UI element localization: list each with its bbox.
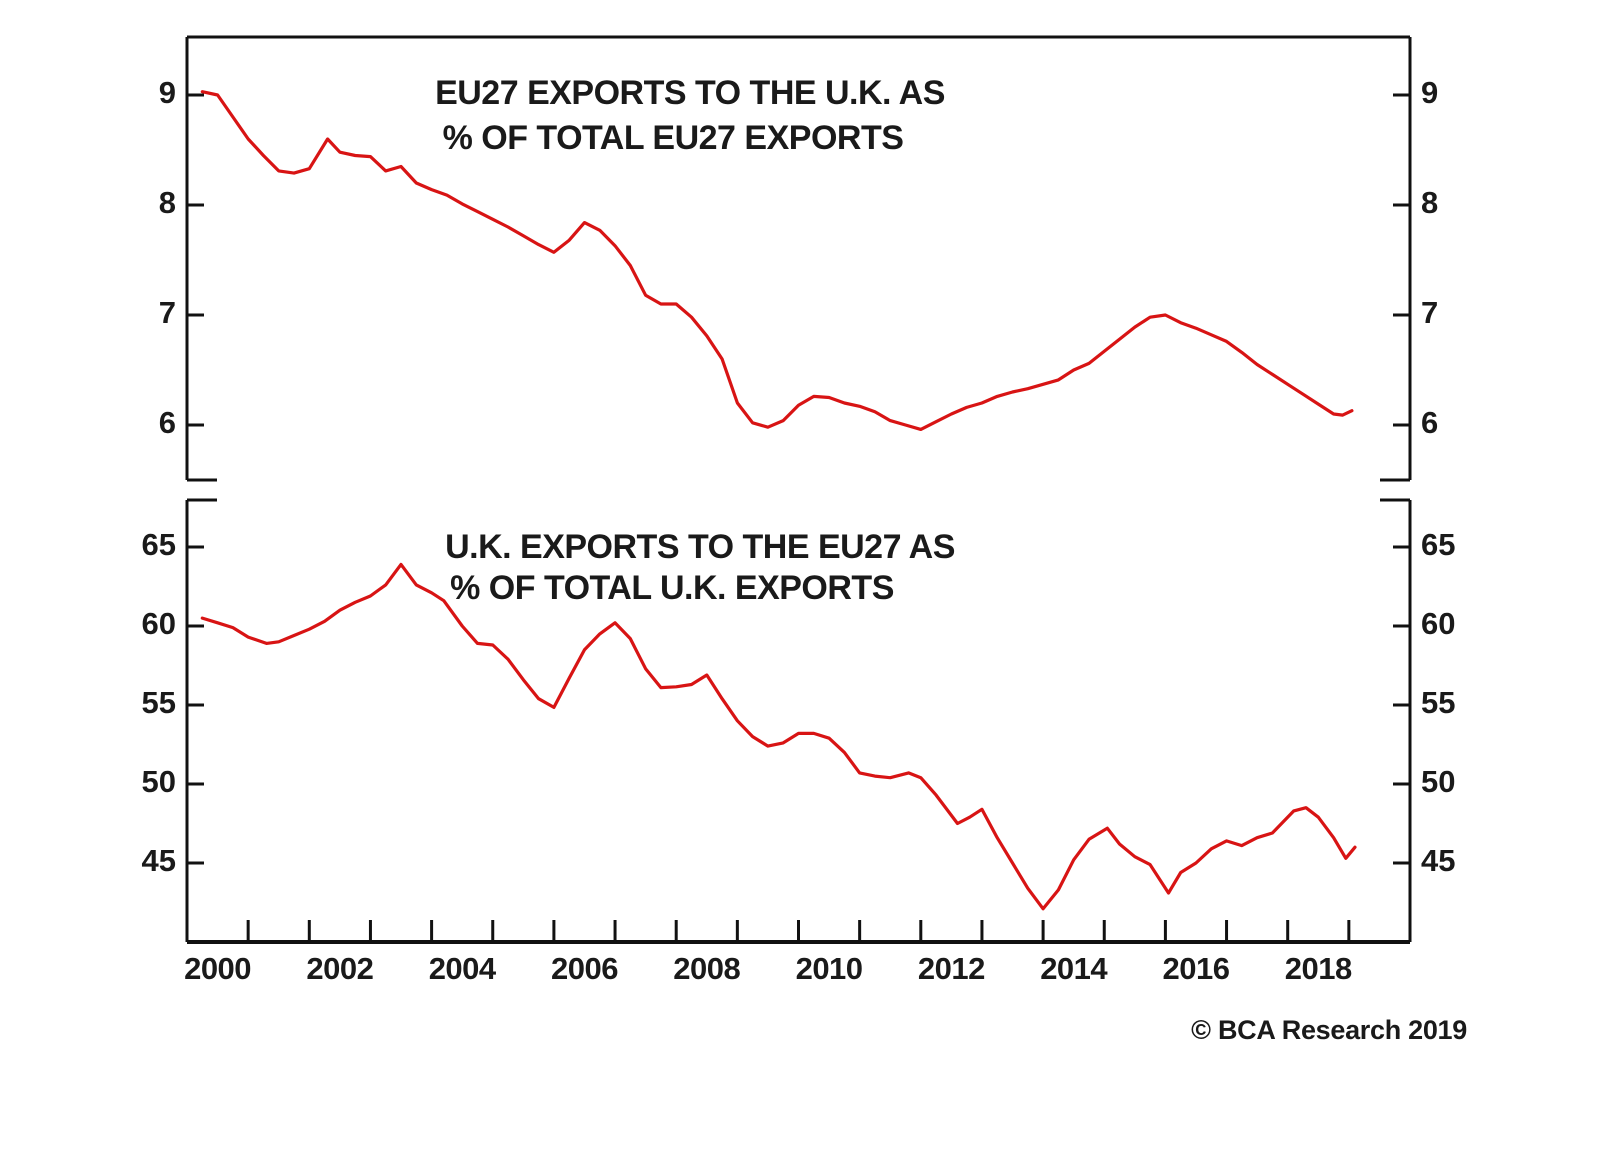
x-tick-label-2006: 2006 — [551, 951, 618, 986]
x-tick-label-2010: 2010 — [796, 951, 863, 986]
top-series-line — [200, 90, 1354, 431]
top-y-label-right-8: 8 — [1421, 185, 1438, 220]
top-y-label-left-6: 6 — [159, 405, 176, 440]
copyright-note: © BCA Research 2019 — [1191, 1015, 1467, 1045]
x-tick-label-2018: 2018 — [1285, 951, 1352, 986]
bottom-y-label-left-60: 60 — [142, 606, 176, 641]
top-y-label-right-9: 9 — [1421, 75, 1438, 110]
bottom-y-label-left-55: 55 — [142, 685, 176, 720]
bottom-y-label-right-65: 65 — [1421, 527, 1455, 562]
x-tick-label-2004: 2004 — [429, 951, 497, 986]
bottom-y-label-right-50: 50 — [1421, 764, 1455, 799]
top-y-label-left-7: 7 — [159, 295, 176, 330]
bottom-y-label-right-45: 45 — [1421, 843, 1455, 878]
bottom-y-label-left-50: 50 — [142, 764, 176, 799]
top-y-label-right-7: 7 — [1421, 295, 1438, 330]
top-y-label-left-8: 8 — [159, 185, 176, 220]
bottom-series-line — [200, 562, 1357, 911]
axes-frames — [185, 35, 1412, 944]
top-chart-title-line2: % OF TOTAL EU27 EXPORTS — [443, 119, 904, 157]
bottom-y-label-right-55: 55 — [1421, 685, 1455, 720]
x-tick-label-2002: 2002 — [306, 951, 373, 986]
x-tick-label-2012: 2012 — [918, 951, 985, 986]
x-tick-label-2008: 2008 — [673, 951, 740, 986]
x-tick-label-2016: 2016 — [1162, 951, 1229, 986]
bottom-y-label-left-45: 45 — [142, 843, 176, 878]
top-y-label-left-9: 9 — [159, 75, 176, 110]
bottom-chart-title-line1: U.K. EXPORTS TO THE EU27 AS — [445, 528, 955, 566]
bottom-y-label-left-65: 65 — [142, 527, 176, 562]
bottom-chart-title-line2: % OF TOTAL U.K. EXPORTS — [450, 569, 894, 607]
x-tick-label-2000: 2000 — [184, 951, 251, 986]
top-y-label-right-6: 6 — [1421, 405, 1438, 440]
top-chart-title-line1: EU27 EXPORTS TO THE U.K. AS — [435, 74, 945, 112]
x-tick-label-2014: 2014 — [1040, 951, 1108, 986]
bottom-y-label-right-60: 60 — [1421, 606, 1455, 641]
generated-chart-content: 9 9 8 8 7 7 6 6 2000 2002 2004 2006 2008 2010 2012 2014… — [142, 75, 1456, 986]
